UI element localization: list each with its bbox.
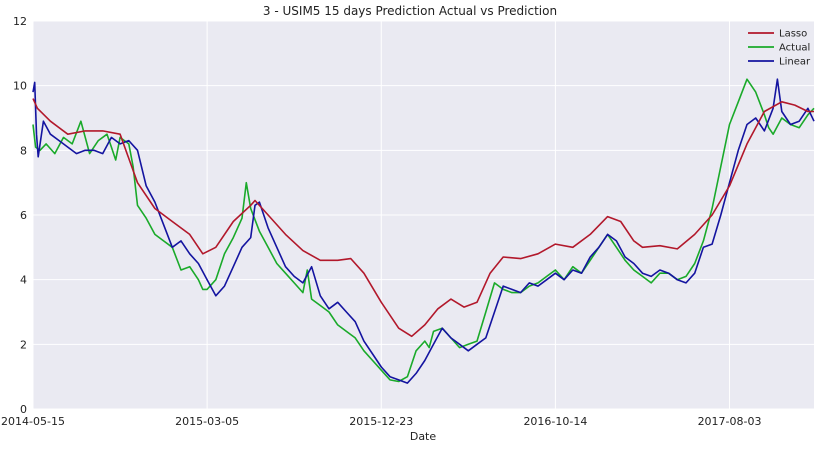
x-tick-label: 2015-12-23 <box>349 415 413 428</box>
y-axis-ticks: 0 2 4 6 8 10 12 <box>13 15 27 416</box>
y-tick-label: 10 <box>13 80 27 93</box>
x-axis-ticks: 2014-05-15 2015-03-05 2015-12-23 2016-10-14… <box>1 415 761 428</box>
x-tick-label: 2016-10-14 <box>523 415 587 428</box>
y-tick-label: 8 <box>20 144 27 157</box>
legend-label-actual: Actual <box>779 43 810 54</box>
y-tick-label: 4 <box>20 274 27 287</box>
x-axis-label: Date <box>410 430 437 443</box>
y-tick-label: 12 <box>13 15 27 28</box>
chart-title: 3 - USIM5 15 days Prediction Actual vs P… <box>263 4 557 18</box>
legend: Lasso Actual Linear <box>748 29 811 68</box>
series-layer <box>32 78 815 384</box>
x-tick-label: 2017-08-03 <box>698 415 762 428</box>
y-tick-label: 0 <box>20 403 27 416</box>
series-line-lasso <box>32 98 814 338</box>
y-tick-label: 2 <box>20 338 27 351</box>
legend-label-linear: Linear <box>779 57 811 68</box>
series-line-actual <box>32 78 815 383</box>
x-tick-label: 2015-03-05 <box>175 415 239 428</box>
x-tick-label: 2014-05-15 <box>1 415 65 428</box>
y-tick-label: 6 <box>20 209 27 222</box>
grid <box>32 20 814 410</box>
series-line-linear <box>32 78 815 384</box>
legend-label-lasso: Lasso <box>779 29 807 40</box>
